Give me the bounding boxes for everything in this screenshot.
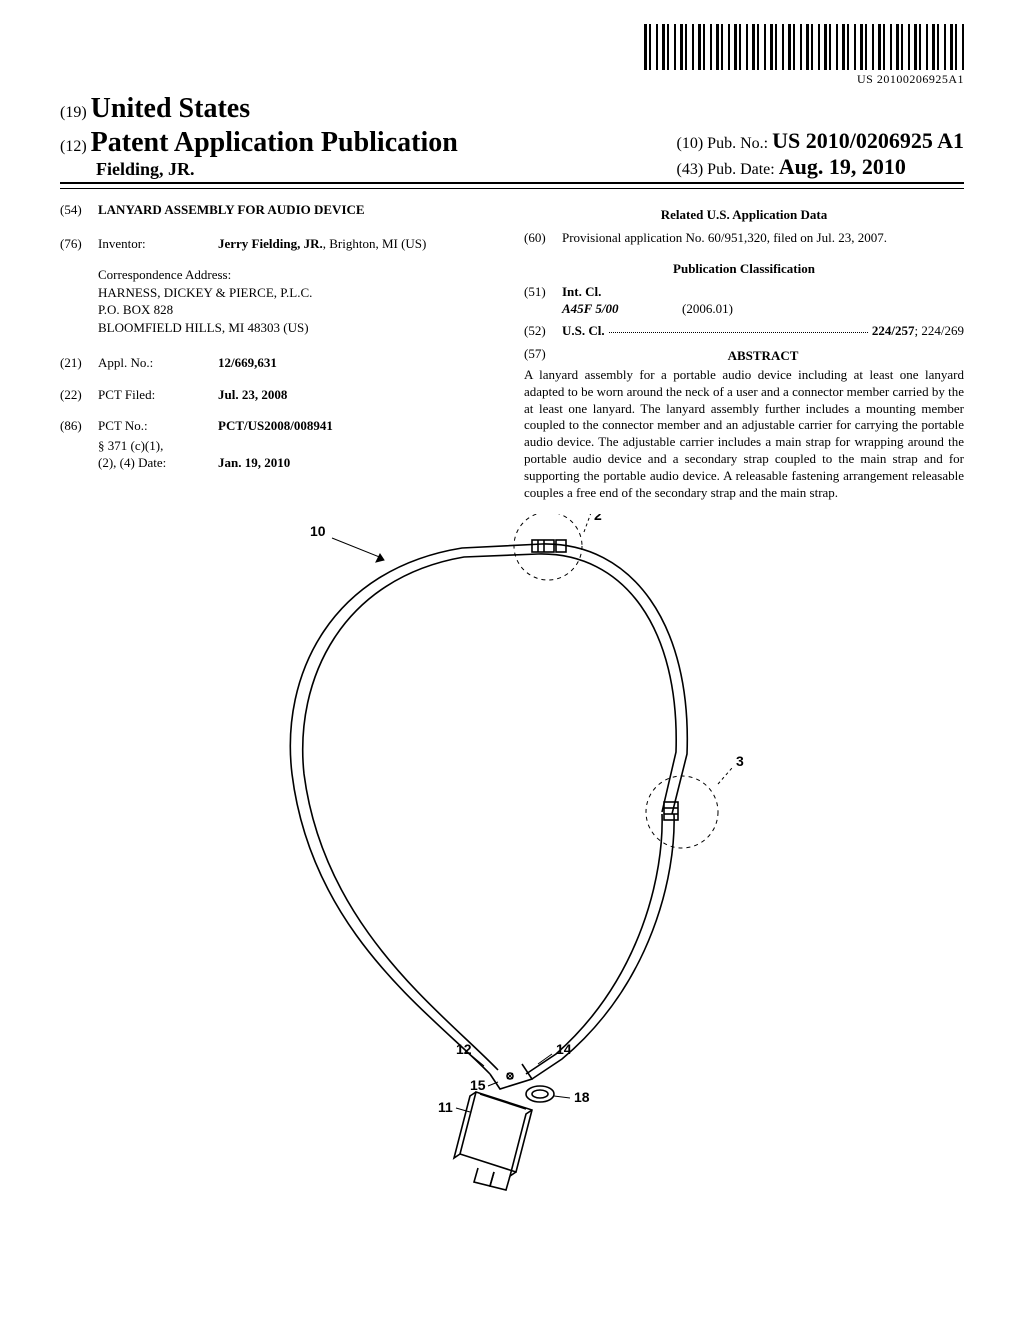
- s371-value: Jan. 19, 2010: [218, 455, 290, 470]
- abstract-code: (57): [524, 345, 562, 365]
- uscl-label: U.S. Cl.: [562, 323, 605, 338]
- pubdate: Aug. 19, 2010: [779, 154, 906, 179]
- corr-line2: P.O. BOX 828: [98, 301, 500, 319]
- barcode: [644, 24, 964, 70]
- pct-no-label: PCT No.:: [98, 417, 218, 435]
- pubno: US 2010/0206925 A1: [772, 128, 964, 153]
- inventor-code: (76): [60, 235, 98, 253]
- intcl-date: (2006.01): [682, 300, 733, 318]
- corr-label: Correspondence Address:: [98, 266, 500, 284]
- appl-value: 12/669,631: [218, 355, 277, 370]
- pct-no-code: (86): [60, 417, 98, 435]
- prov-code: (60): [524, 229, 562, 247]
- figure-label-18: 18: [574, 1089, 590, 1105]
- uscl-rest: ; 224/269: [915, 323, 964, 338]
- figure-label-10: 10: [310, 523, 326, 539]
- related-heading: Related U.S. Application Data: [524, 207, 964, 223]
- barcode-label: US 20100206925A1: [857, 72, 964, 87]
- header: (19) United States (12) Patent Applicati…: [60, 93, 964, 184]
- pubno-code: (10): [677, 135, 704, 152]
- pct-filed-code: (22): [60, 386, 98, 404]
- corr-line3: BLOOMFIELD HILLS, MI 48303 (US): [98, 319, 500, 337]
- pct-filed-label: PCT Filed:: [98, 386, 218, 404]
- inventor-name: Jerry Fielding, JR.: [218, 236, 323, 251]
- invention-title: LANYARD ASSEMBLY FOR AUDIO DEVICE: [98, 202, 365, 217]
- intcl-class: A45F 5/00: [562, 301, 618, 316]
- figure-label-3: 3: [736, 753, 744, 769]
- pubdate-code: (43): [677, 161, 704, 178]
- inventor-label: Inventor:: [98, 235, 218, 253]
- appl-label: Appl. No.:: [98, 354, 218, 372]
- pct-filed-value: Jul. 23, 2008: [218, 387, 287, 402]
- figure-label-2: 2: [594, 514, 602, 523]
- abstract-text: A lanyard assembly for a portable audio …: [524, 367, 964, 502]
- figure-label-11: 11: [438, 1099, 453, 1115]
- abstract-heading: ABSTRACT: [562, 347, 964, 365]
- s371-label2: (2), (4) Date:: [98, 454, 218, 472]
- s371-label1: § 371 (c)(1),: [98, 437, 218, 455]
- country-code: (19): [60, 104, 87, 121]
- uscl-bold: 224/257: [872, 323, 915, 338]
- pct-no-value: PCT/US2008/008941: [218, 418, 333, 433]
- country: United States: [91, 93, 250, 124]
- applicant-line: Fielding, JR.: [60, 159, 458, 180]
- intcl-label: Int. Cl.: [562, 284, 601, 299]
- lanyard-figure-svg: 10 2 3 12 14 15 11 18: [232, 514, 792, 1204]
- inventor-loc: , Brighton, MI (US): [323, 236, 427, 251]
- intcl-code: (51): [524, 283, 562, 301]
- title-code: (54): [60, 201, 98, 219]
- figure-label-14: 14: [556, 1041, 572, 1057]
- pubdate-label: Pub. Date:: [707, 161, 775, 178]
- figure-label-15: 15: [470, 1077, 486, 1093]
- uscl-code: (52): [524, 322, 562, 340]
- pubno-label: Pub. No.:: [707, 135, 768, 152]
- corr-line1: HARNESS, DICKEY & PIERCE, P.L.C.: [98, 284, 500, 302]
- figure: 10 2 3 12 14 15 11 18: [60, 514, 964, 1204]
- pubclass-heading: Publication Classification: [524, 261, 964, 277]
- appl-code: (21): [60, 354, 98, 372]
- figure-label-12: 12: [456, 1041, 472, 1057]
- kind-code: (12): [60, 138, 87, 155]
- kind: Patent Application Publication: [91, 127, 458, 158]
- prov-text: Provisional application No. 60/951,320, …: [562, 229, 964, 247]
